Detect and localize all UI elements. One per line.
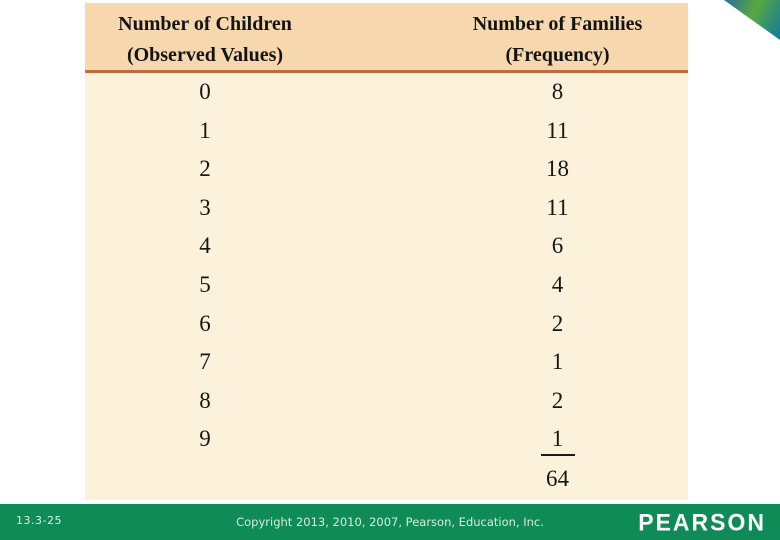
sum-underline: 1: [540, 424, 575, 457]
families-value: 18: [546, 156, 569, 182]
families-value: 1: [435, 420, 680, 459]
children-value: 7: [199, 349, 211, 375]
header-children: Number of Children (Observed Values): [85, 3, 325, 71]
families-value: 4: [551, 271, 564, 297]
table-row: 5 4: [85, 266, 688, 305]
table-row: 7 1: [85, 343, 688, 382]
families-value: 6: [551, 233, 564, 259]
table-row: 2 18: [85, 150, 688, 189]
slide-number: 13.3-25: [16, 514, 62, 527]
copyright-text: Copyright 2013, 2010, 2007, Pearson, Edu…: [236, 515, 544, 529]
table-row: 0 8: [85, 73, 688, 112]
table-row: 1 11: [85, 112, 688, 151]
children-value: 0: [199, 79, 211, 104]
header-children-line1: Number of Children: [118, 13, 292, 35]
children-value: 5: [199, 271, 211, 297]
families-value: 2: [551, 310, 564, 336]
children-value: 1: [199, 117, 211, 143]
table-row: 6 2: [85, 305, 688, 344]
children-value: 9: [199, 426, 211, 452]
total-row: 64: [85, 459, 688, 501]
footer-bar: 13.3-25 Copyright 2013, 2010, 2007, Pear…: [0, 504, 780, 540]
table-body: 0 8 1 11 2 18 3 11 4 6 5 4: [85, 73, 688, 501]
children-value: 8: [199, 387, 211, 413]
families-value: 2: [551, 387, 564, 413]
children-value: 3: [199, 194, 211, 220]
corner-ribbon-decoration: [724, 0, 780, 40]
header-children-line2: (Observed Values): [126, 44, 284, 66]
frequency-table: Number of Children (Observed Values) Num…: [85, 3, 688, 500]
families-value: 1: [551, 349, 564, 375]
table-row: 3 11: [85, 189, 688, 228]
children-value: 4: [199, 233, 211, 259]
children-value: 6: [199, 310, 211, 336]
families-value: 11: [546, 194, 569, 220]
table-header: Number of Children (Observed Values) Num…: [85, 3, 688, 73]
total-frequency: 64: [546, 465, 569, 491]
children-value: 2: [199, 156, 211, 182]
table-row: 9 1: [85, 420, 688, 459]
header-families-line2: (Frequency): [505, 44, 610, 66]
header-families-line1: Number of Families: [472, 13, 643, 35]
table-row: 4 6: [85, 227, 688, 266]
table-row: 8 2: [85, 382, 688, 421]
families-value: 11: [546, 117, 569, 143]
families-value: 8: [551, 79, 564, 104]
header-families: Number of Families (Frequency): [435, 3, 680, 71]
pearson-logo: PEARSON: [638, 508, 766, 536]
